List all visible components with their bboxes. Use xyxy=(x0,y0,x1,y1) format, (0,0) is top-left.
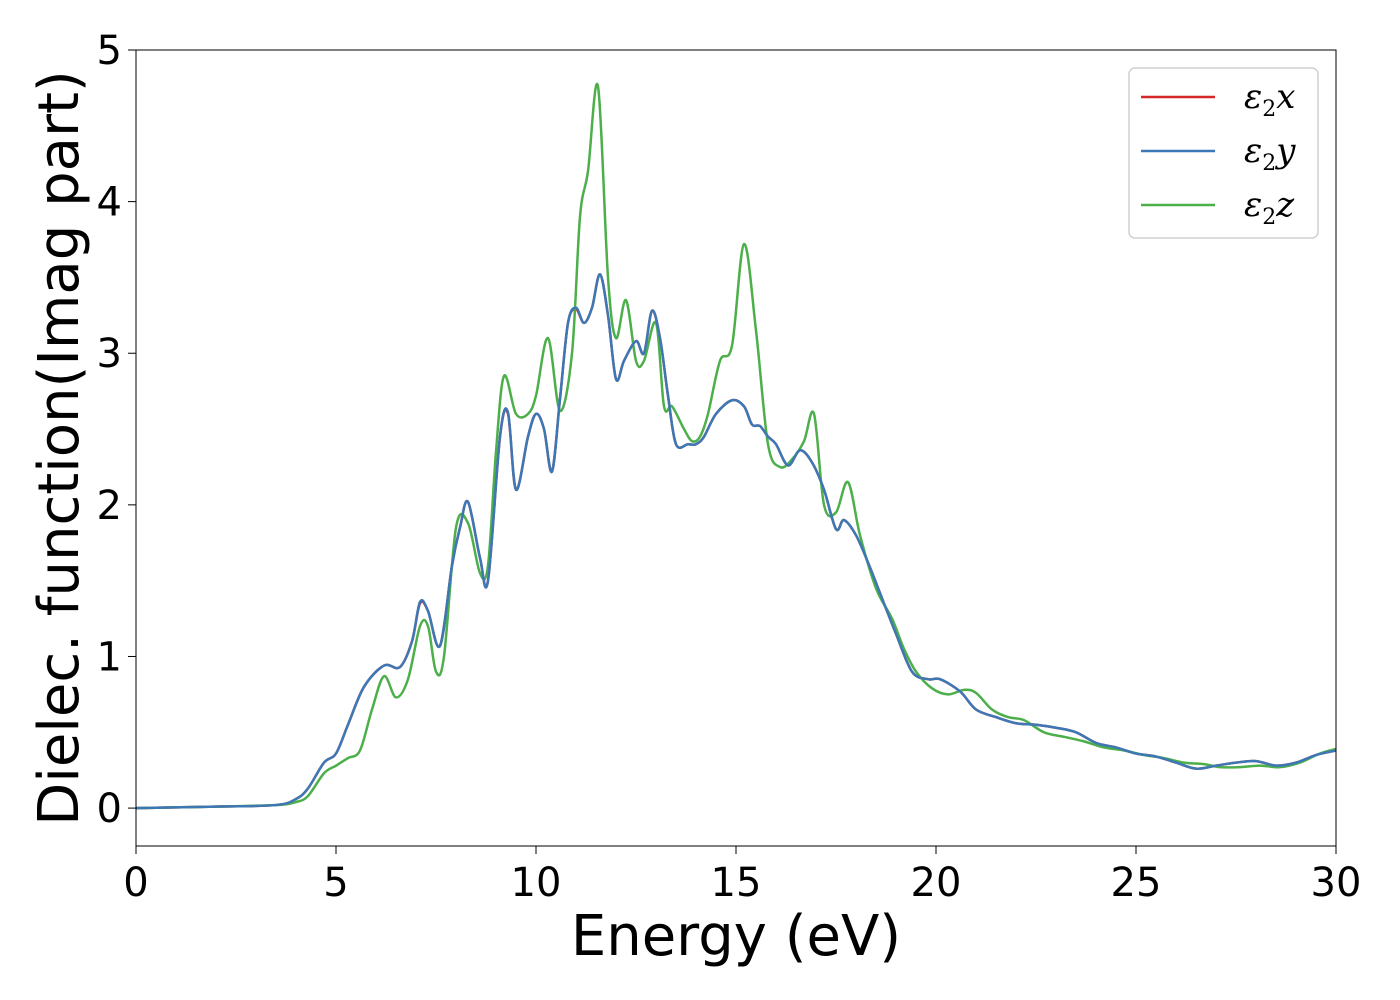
legend-label-sub: 2 xyxy=(1262,97,1276,122)
legend-label-sub: 2 xyxy=(1262,151,1276,176)
x-tick-label: 0 xyxy=(123,860,148,906)
x-tick-label: 15 xyxy=(711,860,762,906)
series-line-y xyxy=(135,273,1337,810)
y-axis-title: Dielec. function(Imag part) xyxy=(27,70,92,826)
legend-label-suffix: x xyxy=(1276,77,1295,117)
legend-label-base: ε xyxy=(1244,131,1262,171)
x-axis: 0 5 10 15 20 25 30 xyxy=(123,846,1361,906)
series-line-x xyxy=(135,273,1337,810)
series-line-z xyxy=(135,82,1337,810)
legend-box xyxy=(1128,67,1319,239)
y-tick-label: 2 xyxy=(97,483,122,529)
series-layer xyxy=(135,82,1337,810)
legend-label-z: ε2z xyxy=(1244,185,1295,230)
y-tick-label: 4 xyxy=(97,180,122,226)
legend-label-sub: 2 xyxy=(1262,205,1276,230)
x-tick-label: 30 xyxy=(1311,860,1362,906)
x-tick-label: 10 xyxy=(511,860,562,906)
legend-label-base: ε xyxy=(1244,185,1262,225)
y-tick-label: 0 xyxy=(97,786,122,832)
y-tick-label: 1 xyxy=(97,634,122,680)
x-tick-label: 5 xyxy=(323,860,348,906)
legend-label-suffix: y xyxy=(1274,131,1296,171)
legend-label-x: ε2x xyxy=(1244,77,1295,122)
y-tick-label: 5 xyxy=(97,28,122,74)
legend-label-y: ε2y xyxy=(1244,131,1296,176)
x-tick-label: 20 xyxy=(911,860,962,906)
y-tick-label: 3 xyxy=(97,331,122,377)
legend-label-suffix: z xyxy=(1275,185,1295,225)
x-axis-title: Energy (eV) xyxy=(571,904,901,969)
legend-label-base: ε xyxy=(1244,77,1262,117)
x-tick-label: 25 xyxy=(1111,860,1162,906)
y-axis: 0 1 2 3 4 5 xyxy=(97,28,136,832)
